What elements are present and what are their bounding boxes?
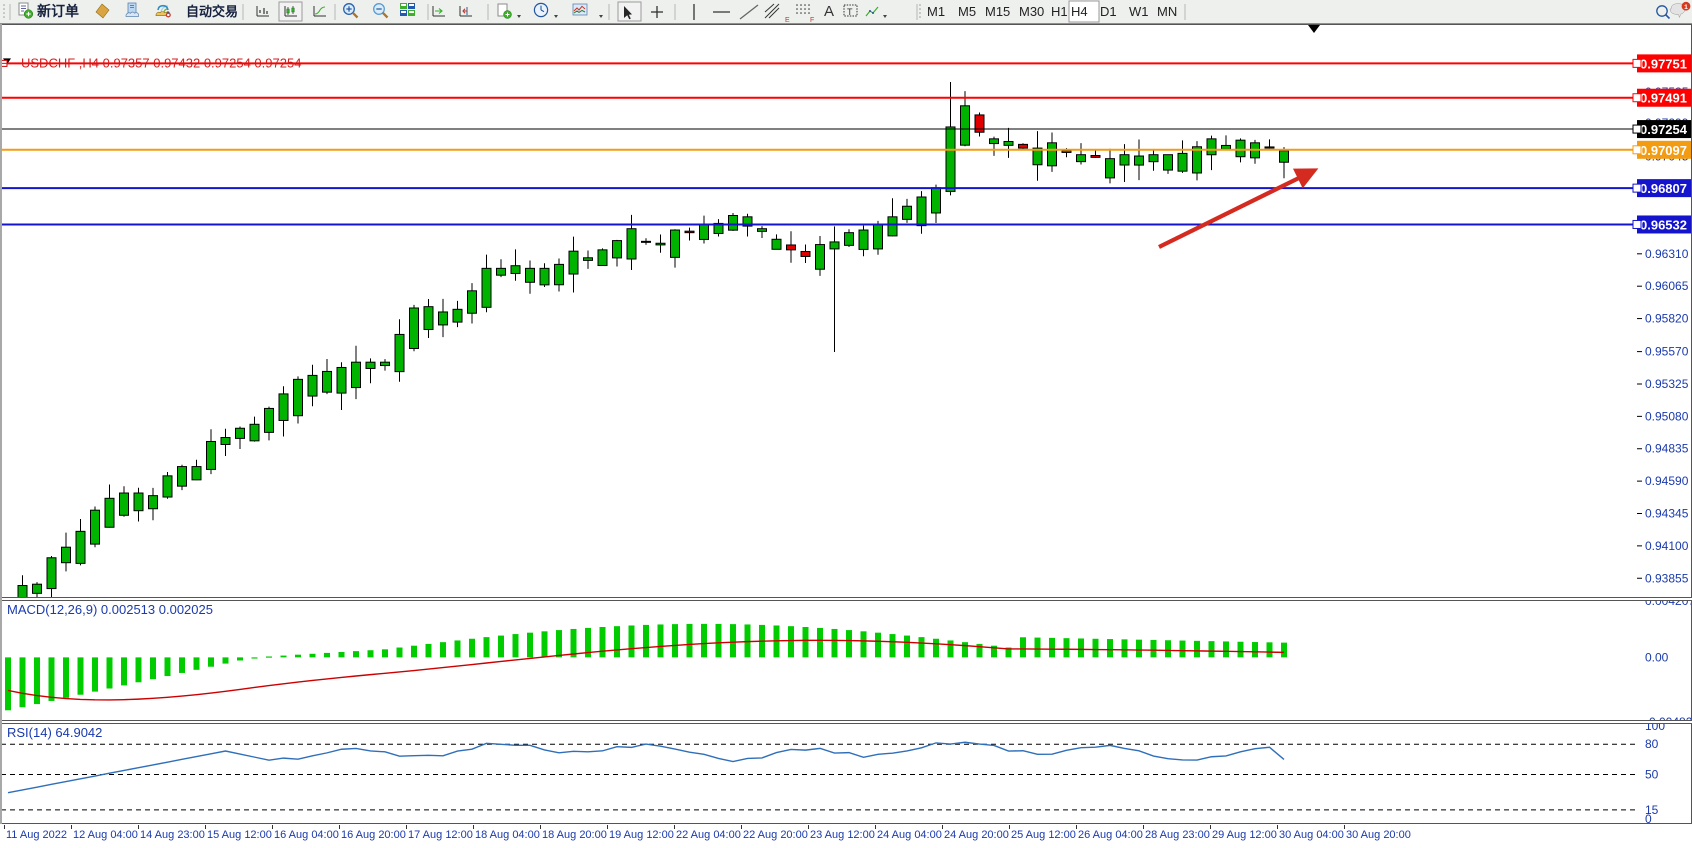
svg-text:自动交易: 自动交易 [186, 4, 238, 19]
svg-text:50: 50 [1645, 768, 1659, 782]
svg-text:E: E [785, 17, 790, 24]
svg-text:W1: W1 [1129, 4, 1149, 19]
svg-text:0.97751: 0.97751 [1640, 56, 1687, 71]
svg-text:M30: M30 [1019, 4, 1044, 19]
svg-text:F: F [810, 17, 814, 24]
svg-text:H4: H4 [1071, 4, 1088, 19]
svg-text:M5: M5 [958, 4, 976, 19]
svg-text:A: A [824, 3, 834, 20]
svg-text:0.96065: 0.96065 [1645, 279, 1689, 293]
svg-text:MACD(12,26,9) 0.002513 0.00202: MACD(12,26,9) 0.002513 0.002025 [7, 602, 213, 617]
svg-text:0.95325: 0.95325 [1645, 377, 1689, 391]
svg-text:T: T [847, 7, 853, 17]
svg-text:H1: H1 [1051, 4, 1068, 19]
svg-text:-0.004823: -0.004823 [1645, 715, 1692, 721]
svg-text:RSI(14) 64.9042: RSI(14) 64.9042 [7, 725, 102, 740]
svg-text:0.95570: 0.95570 [1645, 345, 1689, 359]
svg-text:0.97491: 0.97491 [1640, 91, 1687, 106]
svg-text:0.00: 0.00 [1645, 650, 1669, 664]
svg-text:新订单: 新订单 [37, 3, 79, 19]
svg-text:0: 0 [1645, 812, 1652, 824]
svg-text:0.95820: 0.95820 [1645, 312, 1689, 326]
svg-text:0.94835: 0.94835 [1645, 442, 1689, 456]
svg-text:80: 80 [1645, 737, 1659, 751]
svg-text:0.94590: 0.94590 [1645, 474, 1689, 488]
svg-text:MN: MN [1157, 4, 1177, 19]
svg-text:0.004207: 0.004207 [1645, 601, 1692, 608]
svg-text:0.96310: 0.96310 [1645, 247, 1689, 261]
svg-text:0.95080: 0.95080 [1645, 409, 1689, 423]
svg-text:0.96807: 0.96807 [1640, 181, 1687, 196]
svg-text:0.97254: 0.97254 [1640, 122, 1688, 137]
svg-text:0.94100: 0.94100 [1645, 539, 1689, 553]
svg-text:M15: M15 [985, 4, 1010, 19]
svg-text:100: 100 [1645, 724, 1665, 733]
svg-text:1: 1 [1684, 4, 1688, 11]
svg-text:0.93855: 0.93855 [1645, 571, 1689, 585]
svg-text:M1: M1 [927, 4, 945, 19]
svg-text:0.96532: 0.96532 [1640, 217, 1687, 232]
svg-text:USDCHF ,H4 0.97357 0.97432 0.: USDCHF ,H4 0.97357 0.97432 0.97254 0.972… [21, 55, 301, 70]
svg-text:0.94345: 0.94345 [1645, 506, 1689, 520]
svg-text:D1: D1 [1100, 4, 1117, 19]
svg-text:0.97097: 0.97097 [1640, 143, 1687, 158]
